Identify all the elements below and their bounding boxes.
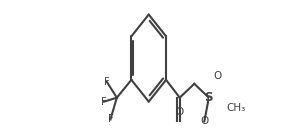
Text: O: O (214, 71, 222, 81)
Text: F: F (104, 77, 110, 87)
Text: CH₃: CH₃ (226, 103, 246, 113)
Text: F: F (101, 97, 107, 107)
Text: O: O (200, 116, 208, 126)
Text: S: S (205, 91, 213, 104)
Text: O: O (176, 107, 184, 117)
Text: F: F (108, 114, 113, 124)
